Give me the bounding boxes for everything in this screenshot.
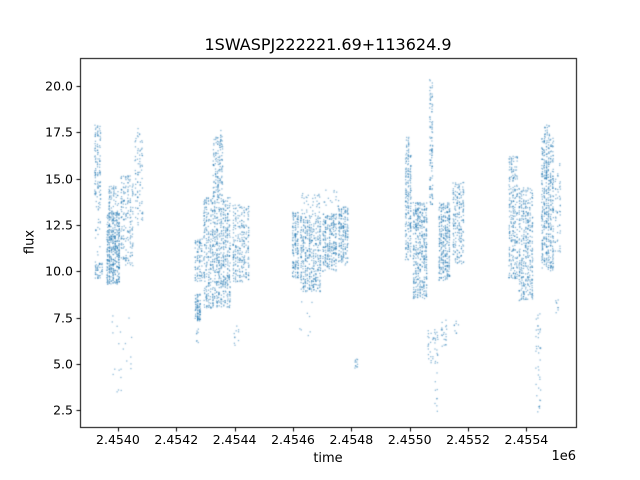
x-tick-label: 2.4554: [504, 432, 549, 447]
y-axis-label: flux: [22, 229, 38, 255]
y-tick-label: 17.5: [45, 124, 73, 140]
y-tick-label: 15.0: [45, 171, 73, 187]
chart-title: 1SWASPJ222221.69+113624.9: [204, 35, 452, 54]
y-tick-label: 10.0: [45, 263, 73, 279]
x-tick-label: 2.4550: [387, 432, 432, 447]
x-tick-label: 2.4542: [154, 432, 199, 447]
y-tick-label: 20.0: [45, 78, 73, 94]
y-tick-label: 5.0: [53, 356, 73, 372]
y-tick-label: 2.5: [53, 402, 73, 418]
x-tick-label: 2.4546: [271, 432, 315, 447]
y-tick-label: 7.5: [53, 310, 73, 326]
x-axis-offset-label: 1e6: [551, 449, 576, 464]
x-tick-label: 2.4552: [446, 432, 490, 447]
x-tick-label: 2.4540: [96, 432, 140, 447]
x-tick-label: 2.4548: [329, 432, 374, 447]
x-axis-label: time: [313, 451, 343, 466]
x-tick-label: 2.4544: [212, 432, 257, 447]
y-tick-label: 12.5: [45, 217, 73, 233]
